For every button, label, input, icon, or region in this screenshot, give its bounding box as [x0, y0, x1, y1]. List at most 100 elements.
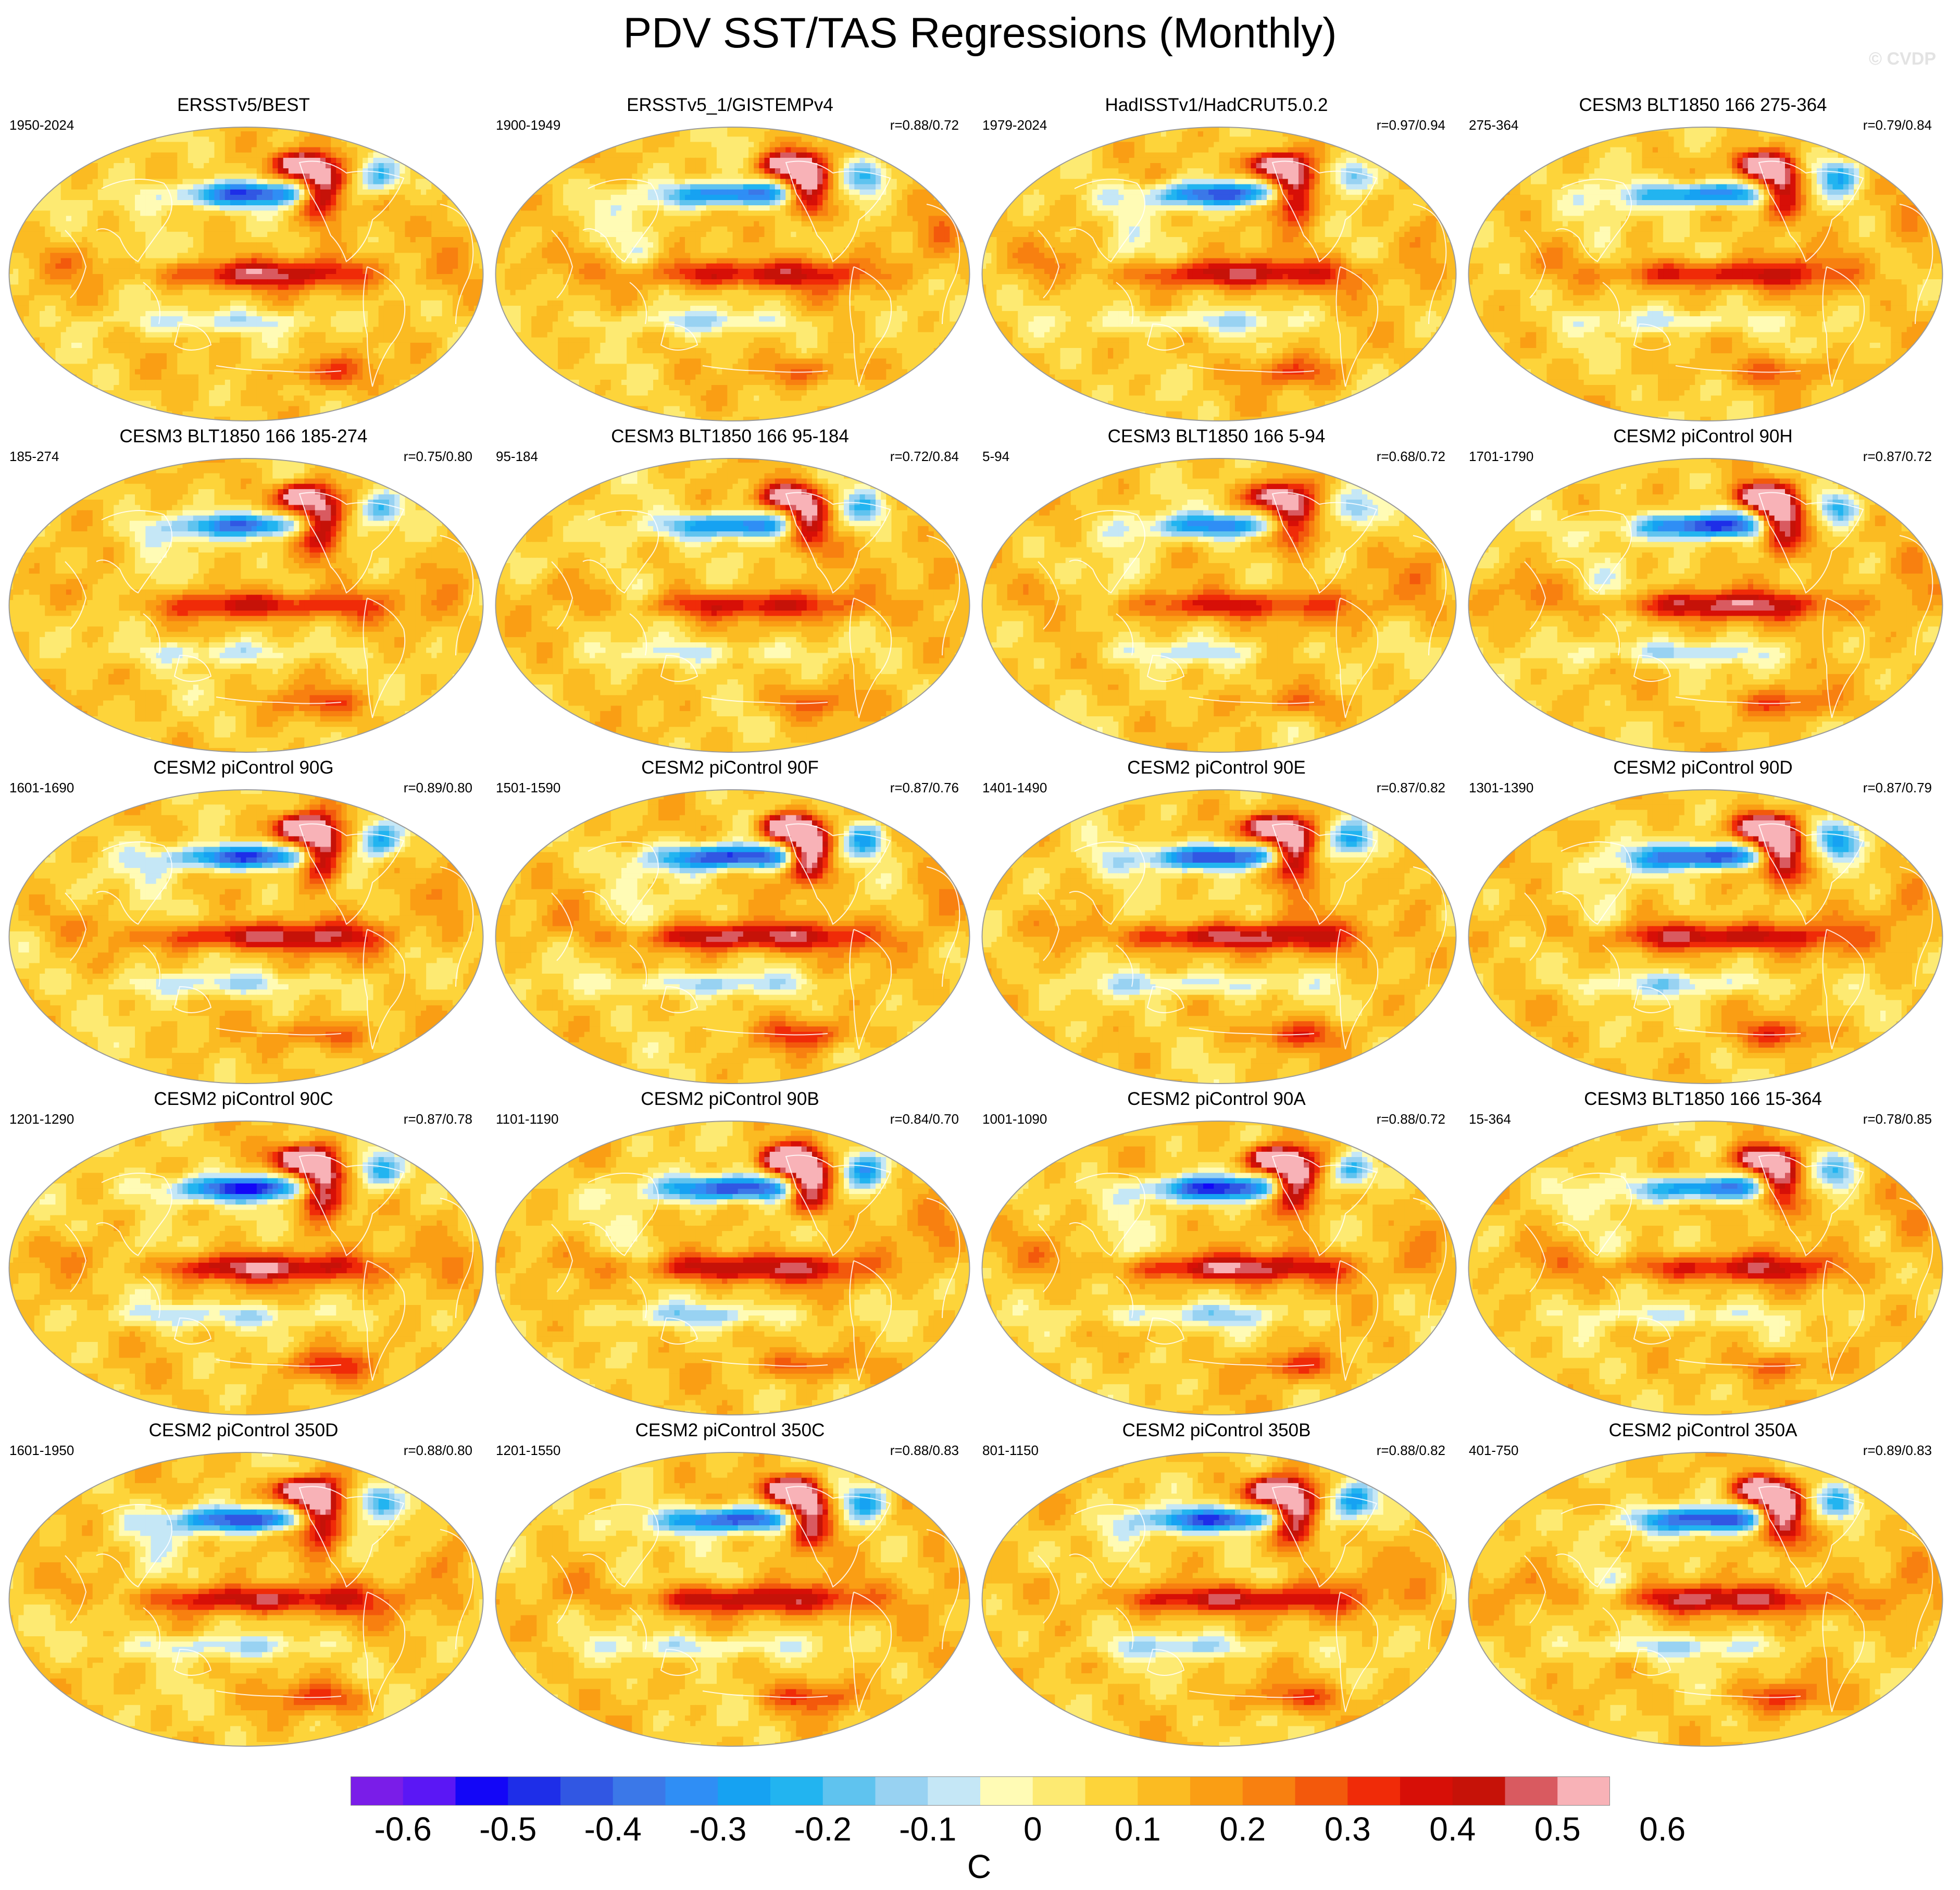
colorbar-tick-label: 0.1	[1101, 1810, 1174, 1848]
map-panel: HadISSTv1/HadCRUT5.0.2 1979-2024 r=0.97/0.…	[973, 94, 1460, 425]
map-panel: CESM2 piControl 350A 401-750 r=0.89/0.83	[1459, 1419, 1946, 1750]
panel-title: CESM2 piControl 350B	[973, 1419, 1460, 1442]
regression-map	[494, 1120, 971, 1416]
colorbar-swatch	[1557, 1776, 1610, 1806]
map-panel: CESM2 piControl 90D 1301-1390 r=0.87/0.79	[1459, 756, 1946, 1088]
panel-title: CESM3 BLT1850 166 5-94	[973, 425, 1460, 448]
sst-field	[494, 1451, 971, 1747]
sst-field	[1467, 1120, 1944, 1416]
colorbar-tick-label: -0.4	[577, 1810, 650, 1848]
regression-map	[8, 789, 484, 1085]
regression-map	[981, 1451, 1457, 1747]
panel-title: CESM2 piControl 90G	[0, 756, 487, 779]
regression-map	[1467, 126, 1944, 422]
sst-field	[8, 126, 484, 422]
colorbar-tick-label: 0.3	[1311, 1810, 1384, 1848]
colorbar-swatch	[980, 1776, 1033, 1806]
panel-title: CESM2 piControl 90D	[1459, 756, 1946, 779]
sst-field	[8, 789, 484, 1085]
sst-field	[981, 1120, 1457, 1416]
colorbar-tick-label: -0.2	[787, 1810, 859, 1848]
colorbar	[351, 1776, 1610, 1806]
colorbar-swatch	[351, 1776, 403, 1806]
panel-title: CESM2 piControl 90C	[0, 1088, 487, 1111]
panel-title: CESM2 piControl 90F	[486, 756, 973, 779]
colorbar-swatch	[666, 1776, 718, 1806]
map-panel: CESM2 piControl 350C 1201-1550 r=0.88/0.83	[486, 1419, 973, 1750]
colorbar-tick-label: 0.4	[1416, 1810, 1489, 1848]
sst-field	[981, 126, 1457, 422]
sst-field	[1467, 457, 1944, 753]
colorbar-swatch	[560, 1776, 613, 1806]
regression-map	[1467, 1451, 1944, 1747]
colorbar-swatch	[613, 1776, 666, 1806]
map-panel: CESM3 BLT1850 166 95-184 95-184 r=0.72/0.8…	[486, 425, 973, 756]
map-panel: CESM2 piControl 90E 1401-1490 r=0.87/0.82	[973, 756, 1460, 1088]
regression-map	[981, 1120, 1457, 1416]
panel-title: CESM3 BLT1850 166 15-364	[1459, 1088, 1946, 1111]
watermark: © CVDP	[1869, 49, 1936, 69]
colorbar-swatch	[1347, 1776, 1400, 1806]
sst-field	[494, 789, 971, 1085]
colorbar-tick-label: -0.6	[367, 1810, 440, 1848]
page-title: PDV SST/TAS Regressions (Monthly)	[0, 7, 1960, 59]
regression-map	[981, 789, 1457, 1085]
colorbar-swatch	[1505, 1776, 1558, 1806]
colorbar-swatch	[403, 1776, 456, 1806]
map-panel: CESM2 piControl 90G 1601-1690 r=0.89/0.80	[0, 756, 487, 1088]
sst-field	[1467, 789, 1944, 1085]
colorbar-swatch	[1033, 1776, 1085, 1806]
regression-map	[8, 1451, 484, 1747]
map-panel: CESM2 piControl 90A 1001-1090 r=0.88/0.72	[973, 1088, 1460, 1419]
colorbar-swatch	[1453, 1776, 1505, 1806]
colorbar-swatch	[1190, 1776, 1243, 1806]
map-panel: CESM2 piControl 90F 1501-1590 r=0.87/0.76	[486, 756, 973, 1088]
regression-map	[494, 789, 971, 1085]
regression-map	[981, 126, 1457, 422]
panel-title: CESM3 BLT1850 166 185-274	[0, 425, 487, 448]
regression-map	[981, 457, 1457, 753]
sst-field	[981, 789, 1457, 1085]
map-panel: CESM2 piControl 90H 1701-1790 r=0.87/0.72	[1459, 425, 1946, 756]
colorbar-swatch	[1243, 1776, 1295, 1806]
regression-map	[494, 126, 971, 422]
sst-field	[8, 1120, 484, 1416]
map-panel: CESM3 BLT1850 166 5-94 5-94 r=0.68/0.72	[973, 425, 1460, 756]
colorbar-swatch	[1138, 1776, 1190, 1806]
panel-title: CESM3 BLT1850 166 275-364	[1459, 94, 1946, 117]
colorbar-swatch	[1400, 1776, 1453, 1806]
colorbar-tick-label: -0.5	[471, 1810, 544, 1848]
panel-title: CESM2 piControl 350C	[486, 1419, 973, 1442]
colorbar-swatch	[1295, 1776, 1348, 1806]
sst-field	[1467, 126, 1944, 422]
panel-title: CESM2 piControl 90E	[973, 756, 1460, 779]
colorbar-swatch	[770, 1776, 823, 1806]
colorbar-swatch	[1085, 1776, 1138, 1806]
colorbar-swatch	[718, 1776, 770, 1806]
colorbar-swatch	[928, 1776, 980, 1806]
colorbar-swatch	[508, 1776, 560, 1806]
sst-field	[494, 1120, 971, 1416]
sst-field	[981, 1451, 1457, 1747]
colorbar-unit-label: C	[943, 1847, 1016, 1886]
panel-title: HadISSTv1/HadCRUT5.0.2	[973, 94, 1460, 117]
map-panel: ERSSTv5/BEST 1950-2024	[0, 94, 487, 425]
regression-map	[1467, 789, 1944, 1085]
regression-map	[1467, 1120, 1944, 1416]
colorbar-swatch	[823, 1776, 876, 1806]
map-panel: CESM3 BLT1850 166 275-364 275-364 r=0.79/0…	[1459, 94, 1946, 425]
sst-field	[981, 457, 1457, 753]
colorbar-tick-label: 0	[996, 1810, 1069, 1848]
regression-map	[8, 1120, 484, 1416]
panel-title: CESM2 piControl 350A	[1459, 1419, 1946, 1442]
map-panel: CESM3 BLT1850 166 185-274 185-274 r=0.75/0…	[0, 425, 487, 756]
sst-field	[8, 457, 484, 753]
sst-field	[1467, 1451, 1944, 1747]
panel-title: ERSSTv5_1/GISTEMPv4	[486, 94, 973, 117]
regression-map	[494, 1451, 971, 1747]
panel-title: ERSSTv5/BEST	[0, 94, 487, 117]
colorbar-tick-label: -0.1	[891, 1810, 964, 1848]
regression-map	[8, 457, 484, 753]
colorbar-tick-label: 0.2	[1206, 1810, 1279, 1848]
colorbar-tick-label: 0.5	[1521, 1810, 1594, 1848]
